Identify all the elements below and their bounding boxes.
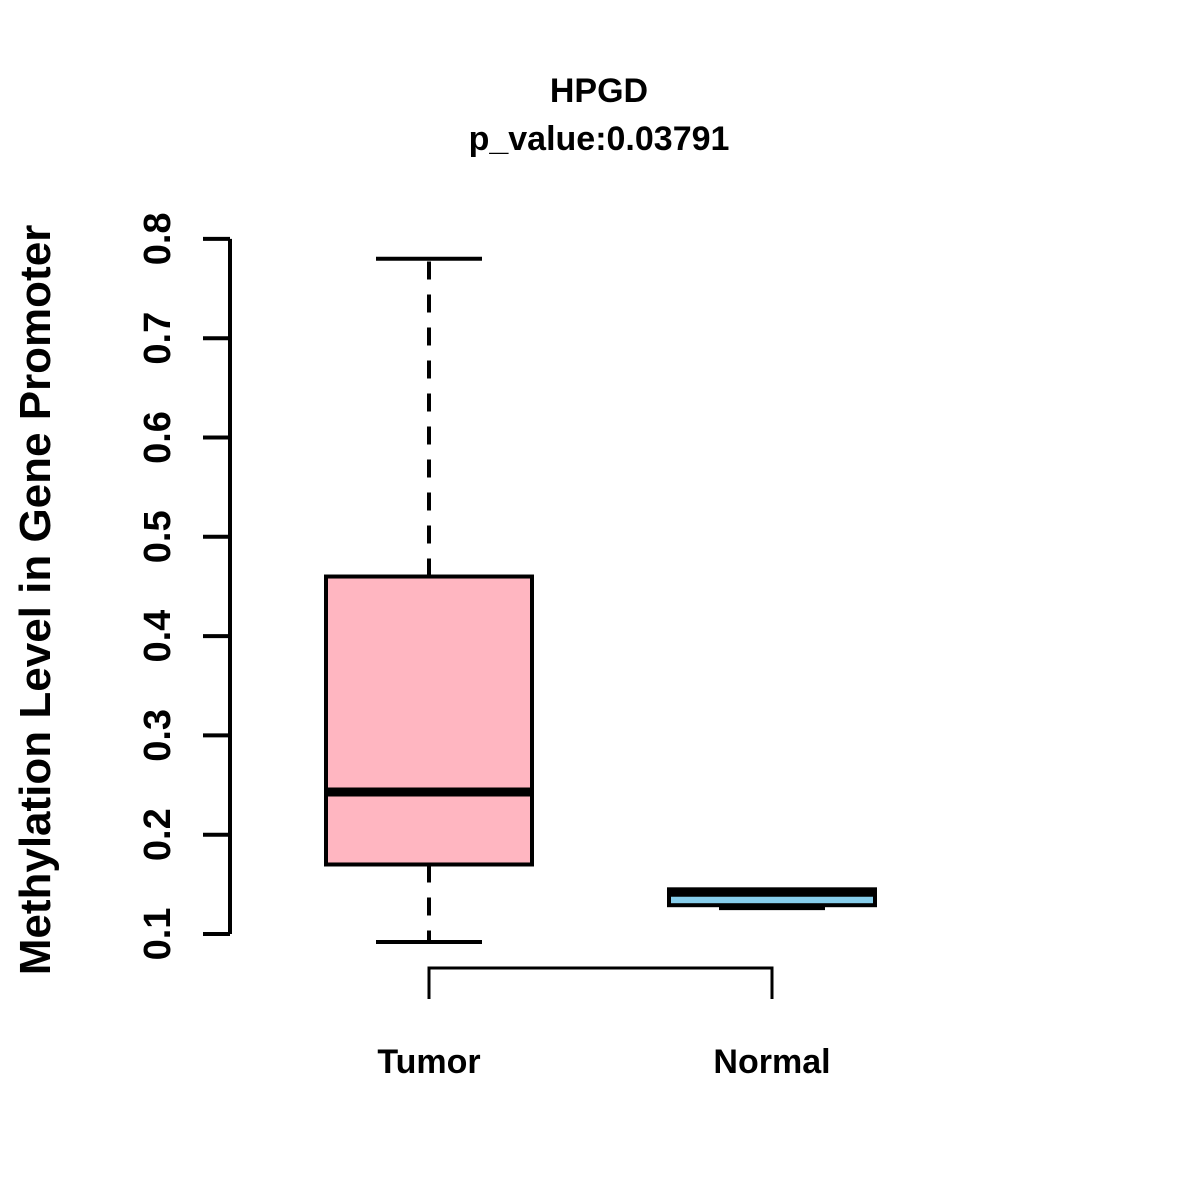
y-axis-label: Methylation Level in Gene Promoter: [11, 225, 60, 976]
y-axis: 0.1 0.2 0.3 0.4 0.5 0.6 0.7 0.8: [137, 212, 232, 961]
x-category-labels: Tumor Normal: [377, 1043, 830, 1081]
y-tick-label: 0.8: [137, 212, 179, 265]
y-tick-label: 0.4: [137, 610, 179, 663]
x-category-label: Tumor: [377, 1043, 480, 1081]
y-tick-label: 0.2: [137, 808, 179, 861]
y-tick-label: 0.5: [137, 510, 179, 563]
iqr-box: [324, 574, 534, 867]
x-category-label: Normal: [713, 1043, 830, 1081]
y-tick-label: 0.3: [137, 709, 179, 762]
y-tick-label: 0.7: [137, 312, 179, 365]
chart-title: HPGD: [550, 72, 648, 110]
bracket-path: [427, 966, 774, 999]
chart-subtitle: p_value:0.03791: [469, 120, 730, 158]
box-tumor: [324, 256, 534, 944]
y-tick-label: 0.6: [137, 411, 179, 464]
boxplot-boxes: [324, 256, 877, 944]
comparison-bracket: [427, 966, 774, 999]
box-normal: [667, 887, 877, 911]
y-tick-label: 0.1: [137, 908, 179, 961]
